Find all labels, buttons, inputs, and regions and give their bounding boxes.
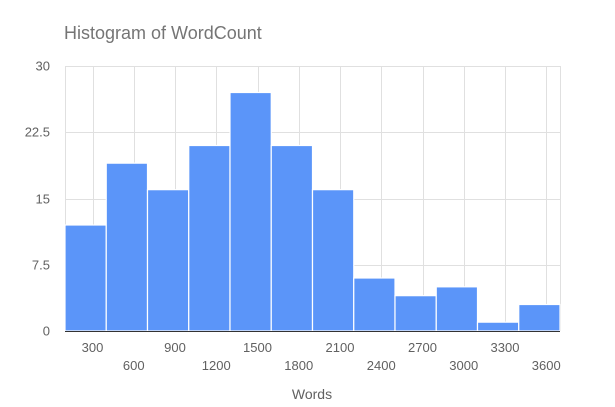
x-axis-label: Words	[292, 386, 332, 402]
x-tick-label: 3300	[491, 340, 520, 355]
x-tick-label: 2100	[326, 340, 355, 355]
y-tick-label: 15	[36, 192, 50, 207]
histogram-bar	[270, 144, 314, 332]
x-tick-label: 2700	[408, 340, 437, 355]
x-axis-ticks: 300 600 900 1200 1500 1800 2100 2400 2700 3000 330…	[82, 340, 561, 373]
y-tick-label: 22.5	[25, 125, 50, 140]
histogram-bar	[435, 286, 479, 332]
x-tick-label: 1200	[202, 358, 231, 373]
x-tick-label: 1800	[284, 358, 313, 373]
y-tick-label: 30	[36, 59, 50, 74]
histogram-bar	[146, 189, 190, 332]
histogram-bar	[105, 162, 149, 332]
x-tick-label: 3000	[449, 358, 478, 373]
histogram-bar	[311, 189, 355, 332]
x-tick-label: 3600	[532, 358, 561, 373]
y-tick-label: 7.5	[32, 258, 50, 273]
y-tick-label: 0	[43, 324, 50, 339]
histogram-bar	[229, 91, 272, 332]
x-tick-label: 300	[82, 340, 104, 355]
histogram-bar	[353, 277, 396, 332]
y-axis-ticks: 0 7.5 15 22.5 30	[25, 59, 50, 339]
histogram-bar	[188, 144, 231, 332]
x-tick-label: 900	[164, 340, 186, 355]
histogram-bar	[394, 295, 437, 332]
chart-title: Histogram of WordCount	[64, 23, 262, 43]
x-tick-label: 600	[123, 358, 145, 373]
histogram-bar	[476, 321, 520, 332]
x-tick-label: 1500	[243, 340, 272, 355]
bars-layer	[64, 91, 561, 332]
histogram-bar	[64, 224, 107, 332]
histogram-bar	[518, 303, 561, 332]
x-tick-label: 2400	[367, 358, 396, 373]
